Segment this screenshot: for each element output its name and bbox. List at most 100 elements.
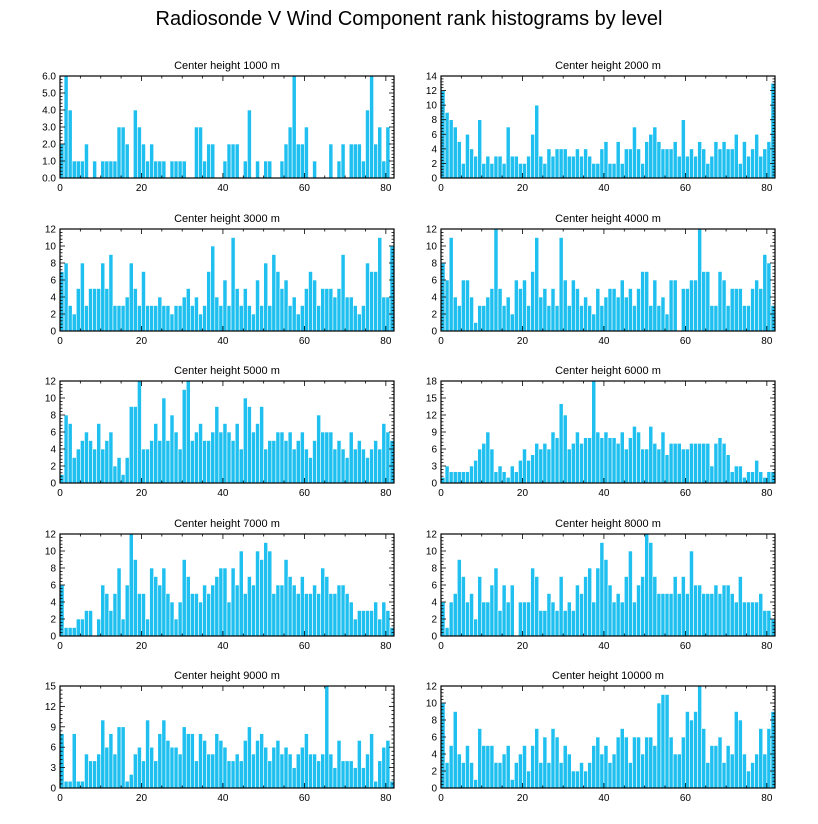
histogram-bar (725, 584, 731, 637)
histogram-bar (194, 760, 199, 789)
histogram-bar (108, 610, 114, 637)
histogram-bar (352, 767, 358, 789)
histogram-bar (534, 443, 540, 484)
histogram-bar (762, 610, 768, 637)
histogram-bar (754, 133, 760, 179)
histogram-bar (440, 477, 446, 484)
histogram-bar (721, 279, 727, 332)
histogram-bar (373, 440, 379, 484)
histogram-bar (145, 448, 150, 484)
histogram-bar (84, 610, 89, 637)
histogram-panel: Center height 7000 m 0 20 40 60 80 0 2 4 6 8 10 12 (45, 518, 395, 652)
x-tick-label: 60 (299, 488, 311, 499)
histogram-bar (75, 780, 81, 789)
histogram-bar (713, 305, 719, 332)
histogram-bar (324, 685, 330, 789)
histogram-bar (124, 143, 130, 179)
histogram-bar (685, 448, 690, 484)
histogram-bar (242, 593, 248, 637)
histogram-bar (88, 440, 93, 484)
histogram-bar (448, 119, 454, 179)
histogram-bar (255, 740, 260, 789)
x-tick-label: 80 (380, 488, 392, 499)
histogram-bar (607, 762, 613, 789)
histogram-bar (332, 296, 338, 332)
histogram-bar (689, 550, 694, 637)
histogram-bar (725, 305, 731, 332)
histogram-bar (644, 141, 650, 179)
histogram-bar (116, 567, 122, 637)
histogram-bar (340, 760, 346, 789)
y-tick-label: 4 (431, 293, 437, 304)
histogram-bar (668, 593, 674, 637)
x-tick-label: 40 (217, 793, 229, 804)
histogram-bar (251, 313, 256, 332)
histogram-bar (255, 423, 260, 484)
histogram-bar (369, 733, 374, 789)
histogram-bar (348, 296, 354, 332)
x-tick-label: 0 (57, 183, 63, 194)
histogram-bar (623, 736, 629, 789)
y-tick-label: 8 (50, 564, 56, 575)
histogram-bar (489, 745, 495, 789)
histogram-bar (181, 296, 187, 332)
histogram-bar (157, 584, 163, 637)
histogram-bar (169, 313, 175, 332)
histogram-bar (750, 288, 755, 332)
histogram-bar (312, 584, 317, 637)
y-tick-label: 2 (431, 767, 437, 778)
histogram-bar (112, 593, 118, 637)
histogram-bar (348, 760, 354, 789)
histogram-bar (493, 155, 499, 179)
histogram-bar (124, 780, 130, 789)
histogram-bar (153, 160, 159, 179)
histogram-bar (120, 474, 126, 484)
histogram-bar (104, 440, 110, 484)
histogram-bar (116, 126, 122, 179)
histogram-bar (558, 237, 564, 332)
histogram-bar (554, 148, 560, 179)
histogram-bar (534, 104, 540, 179)
x-tick-label: 60 (680, 183, 692, 194)
histogram-bar (369, 448, 374, 484)
histogram-bar (660, 593, 666, 637)
histogram-bar (190, 305, 195, 332)
histogram-bar (226, 601, 232, 637)
histogram-bar (218, 431, 224, 484)
histogram-bar (279, 160, 285, 179)
y-tick-label: 0 (50, 784, 56, 795)
histogram-bar (336, 160, 342, 179)
histogram-bar (742, 477, 747, 484)
y-tick-label: 6 (431, 733, 437, 744)
y-tick-label: 6 (50, 581, 56, 592)
histogram-bar (361, 448, 366, 484)
histogram-bar (234, 288, 240, 332)
histogram-bar (149, 440, 154, 484)
histogram-bar (501, 471, 507, 484)
histogram-bar (599, 148, 605, 179)
histogram-bar (116, 726, 122, 789)
histogram-bar (120, 126, 126, 179)
histogram-bar (324, 431, 330, 484)
histogram-bar (648, 133, 654, 179)
x-tick-label: 0 (57, 793, 63, 804)
histogram-bar (352, 448, 358, 484)
histogram-bar (599, 305, 605, 332)
histogram-bar (112, 465, 118, 484)
histogram-bar (648, 426, 654, 484)
histogram-bar (153, 305, 159, 332)
histogram-bar (701, 443, 707, 484)
histogram-bar (542, 163, 548, 179)
histogram-bar (452, 711, 458, 789)
histogram-bar (481, 443, 487, 484)
histogram-bar (352, 143, 358, 179)
histogram-bar (173, 746, 179, 789)
histogram-bar (267, 160, 273, 179)
histogram-bar (575, 584, 580, 637)
histogram-bar (599, 437, 605, 484)
histogram-bar (689, 719, 694, 789)
histogram-bar (652, 279, 658, 332)
histogram-panel: Center height 9000 m 0 20 40 60 80 0 3 6 9 12 15 (45, 670, 395, 804)
histogram-bar (648, 542, 654, 637)
